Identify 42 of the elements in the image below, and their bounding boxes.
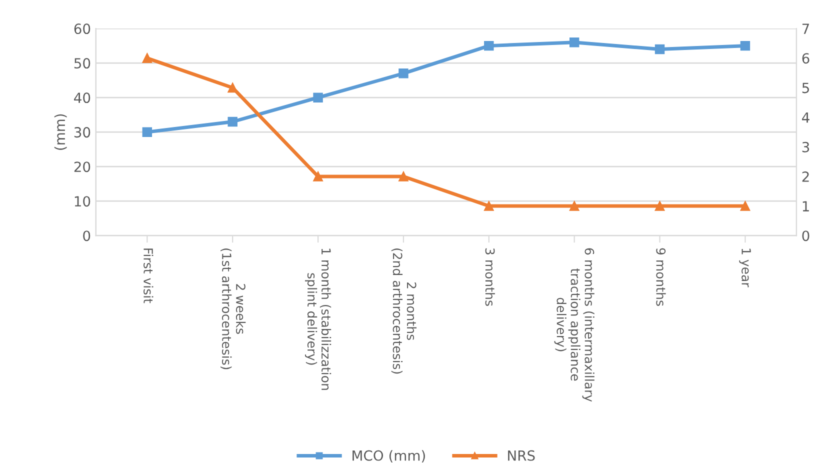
y2-tick-label: 6 (802, 53, 810, 64)
y-tick-label: 20 (74, 162, 90, 172)
x-tick-label: 1 year (739, 248, 751, 288)
x-tick-label: 3 months (485, 248, 495, 306)
y2-tick-label: 0 (802, 230, 810, 242)
y-tick-label: 40 (74, 92, 90, 104)
point (142, 127, 152, 137)
y2-tick-label: 4 (802, 112, 810, 123)
y2-tick-label: 1 (802, 201, 809, 212)
x-tick-label: 2 months (2nd arthrocentesis) (391, 248, 417, 374)
point (740, 40, 750, 51)
y-tick-label: 30 (74, 127, 90, 138)
x-tick-label: 9 months (656, 248, 666, 306)
point (142, 53, 152, 63)
y-tick-label: 50 (74, 58, 90, 69)
y2-tick-label: 7 (802, 24, 809, 34)
point (569, 201, 580, 211)
point (228, 116, 238, 127)
y2-tick-label: 3 (802, 142, 810, 152)
x-tick-label: 1 month (stabilizzation splint delivery) (304, 248, 332, 390)
point (313, 92, 323, 102)
y2-tick-label: 2 (802, 171, 809, 182)
point (398, 68, 408, 78)
y-tick-label: 10 (74, 196, 90, 207)
point (654, 201, 665, 211)
point (740, 201, 750, 211)
x-tick-label: 2 weeks (1st arthrocentesis) (220, 248, 246, 370)
x-tick-label: First visit (144, 248, 154, 304)
y-axis-title: (mm) (54, 114, 67, 150)
point (484, 201, 494, 211)
point (398, 172, 408, 182)
x-tick-label: 6 months (intermaxillary traction appliance delivery) (554, 248, 594, 402)
point (313, 172, 323, 182)
point (228, 82, 238, 93)
y-tick-label: 0 (83, 230, 90, 242)
point (569, 38, 580, 48)
point (484, 40, 494, 51)
legend-label: NRS (508, 450, 535, 461)
legend-label: MCO (mm) (352, 450, 425, 462)
y-tick-label: 60 (74, 24, 90, 34)
point (654, 44, 665, 54)
y2-tick-label: 5 (802, 82, 809, 94)
